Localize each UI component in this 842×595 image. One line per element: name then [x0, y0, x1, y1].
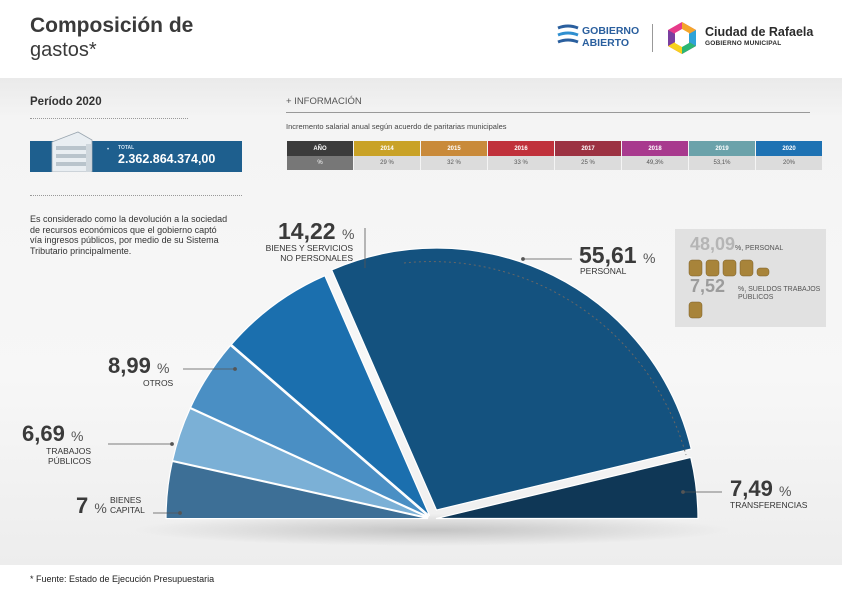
description-text: Es considerado como la devolución a la s…: [30, 214, 228, 256]
label-trabajos-publicos: 6,69 %: [22, 421, 83, 447]
dotted-divider: [30, 118, 188, 119]
percent-sign: %: [642, 250, 656, 266]
salary-increase-table: AÑO 2014 2015 2016 2017 2018 2019 2020 % 29 % 32 …: [286, 141, 823, 170]
total-value: 2.362.864.374,00: [118, 152, 216, 166]
pie-slice-transferencias: [435, 456, 699, 520]
pie-slice-personal: [330, 247, 692, 511]
period-label: Período 2020: [30, 96, 102, 108]
table-value-cell: 25 %: [555, 156, 621, 170]
page-title-line2: gastos*: [30, 39, 97, 61]
building-icon: [51, 131, 93, 172]
label-bienes-capital: 7 %: [76, 493, 107, 519]
slice-label-otros: OTROS: [143, 378, 174, 388]
info-divider: [286, 112, 810, 113]
gobierno-abierto-logo-icon: [557, 24, 579, 44]
pie-slice-bienes-capital: [165, 460, 429, 520]
pie-slice-trabajos-p-blicos: [171, 407, 429, 519]
slice-value: 7: [76, 493, 89, 518]
coins-icon: [688, 259, 770, 277]
table-value-cell: 33 %: [488, 156, 554, 170]
table-year-cell: 2019: [689, 141, 755, 156]
gobierno-abierto-logo-text: GOBIERNO ABIERTO: [582, 25, 640, 49]
label-personal: 55,61 %: [579, 242, 655, 269]
percent-sign: %: [341, 226, 355, 242]
table-value-cell: 20%: [756, 156, 822, 170]
slice-value: 55,61: [579, 242, 637, 268]
table-value-cell: 29 %: [354, 156, 420, 170]
label-transferencias: 7,49 %: [730, 476, 791, 502]
table-value-cell: 32 %: [421, 156, 487, 170]
table-year-cell: 2015: [421, 141, 487, 156]
personal-label: %, PERSONAL: [735, 245, 784, 252]
table-value-cell: 49,3%: [622, 156, 688, 170]
total-label: TOTAL: [118, 145, 135, 151]
total-bullet: •: [107, 147, 110, 153]
pie-slice-bienes-y-servicios-no-personales: [230, 274, 431, 517]
personal-detail-row: 48,09%, PERSONAL: [690, 234, 783, 255]
dotted-divider: [30, 195, 242, 196]
trabajos-value: 7,52: [690, 276, 726, 296]
table-year-cell: 2020: [756, 141, 822, 156]
ciudad-rafaela-logo-sub: GOBIERNO MUNICIPAL: [705, 40, 782, 47]
slice-label-trabajos-publicos: TRABAJOS PÚBLICOS: [46, 446, 91, 466]
ciudad-rafaela-logo-text: Ciudad de Rafaela: [705, 25, 814, 39]
slice-label-bienes-capital: BIENES CAPITAL: [110, 495, 145, 515]
table-year-cell: 2018: [622, 141, 688, 156]
percent-sign: %: [70, 428, 84, 444]
slice-value: 7,49: [730, 476, 773, 501]
label-otros: 8,99 %: [108, 353, 169, 379]
percent-sign: %: [778, 483, 792, 499]
table-year-cell: AÑO: [287, 141, 353, 156]
slice-value: 14,22: [278, 218, 336, 244]
source-footnote: * Fuente: Estado de Ejecución Presupuest…: [30, 574, 215, 584]
slice-label-personal: PERSONAL: [580, 266, 627, 276]
trabajos-detail-row: 7,52: [690, 276, 820, 297]
personal-value: 48,09: [690, 234, 736, 254]
coin-stack-icon: [688, 301, 703, 319]
logo-separator: [652, 24, 653, 52]
ciudad-rafaela-logo-icon: [668, 22, 696, 54]
trabajos-label: %, SUELDOS TRABAJOS PÚBLICOS: [738, 286, 821, 301]
slice-label-transferencias: TRANSFERENCIAS: [730, 500, 808, 510]
table-value-cell: 53,1%: [689, 156, 755, 170]
info-title: + INFORMACIÓN: [286, 96, 362, 107]
percent-sign: %: [156, 360, 170, 376]
table-year-cell: 2016: [488, 141, 554, 156]
pie-slice-otros: [189, 344, 430, 518]
slice-label-bienes-servicios: BIENES Y SERVICIOS NO PERSONALES: [265, 243, 353, 263]
page-title: Composición de: [30, 14, 194, 37]
info-subtitle: Incremento salarial anual según acuerdo …: [286, 122, 507, 131]
percent-sign: %: [94, 500, 107, 516]
label-bienes-servicios: 14,22 %: [278, 218, 354, 245]
table-value-cell: %: [287, 156, 353, 170]
slice-value: 6,69: [22, 421, 65, 446]
table-year-cell: 2017: [555, 141, 621, 156]
slice-value: 8,99: [108, 353, 151, 378]
table-year-cell: 2014: [354, 141, 420, 156]
